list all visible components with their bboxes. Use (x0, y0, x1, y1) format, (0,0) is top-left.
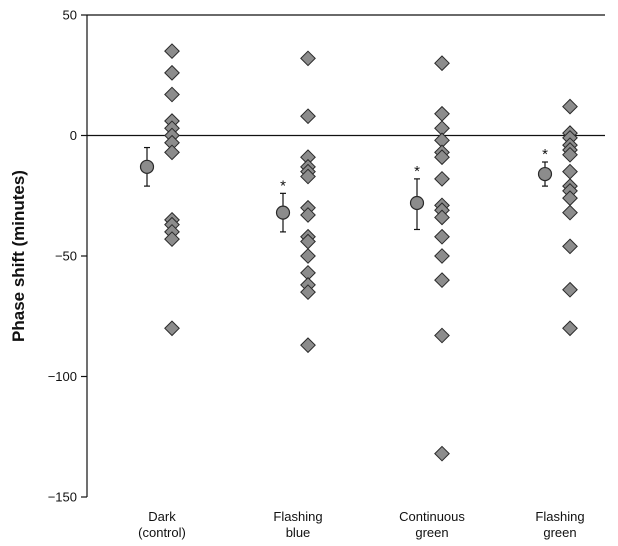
y-tick-label: 0 (70, 128, 77, 143)
significance-star: * (280, 177, 286, 194)
data-point-diamond (164, 320, 180, 337)
data-point-diamond (562, 238, 578, 255)
data-point-diamond (300, 207, 316, 223)
axes (86, 14, 605, 497)
data-point-diamond (434, 445, 450, 462)
x-category-label: Flashing (273, 509, 322, 524)
data-point-diamond (300, 108, 316, 125)
x-category-label: Continuous (399, 509, 465, 524)
mean-marker (537, 166, 553, 182)
data-point-diamond (434, 55, 450, 72)
mean-marker (139, 159, 155, 174)
y-ticks: 50 0 −50 −100 −150 (48, 8, 87, 505)
data-point-diamond (562, 204, 578, 221)
data-point-diamond (300, 248, 316, 264)
data-point-diamond (434, 272, 450, 289)
data-point-diamond (434, 248, 450, 264)
data-point-diamond (434, 327, 450, 344)
mean-marker (409, 195, 425, 211)
x-category-labels: Dark(control)FlashingblueContinuousgreen… (138, 509, 584, 540)
data-marks: * * * (139, 43, 578, 462)
data-point-diamond (300, 50, 316, 67)
data-point-diamond (562, 163, 578, 180)
y-tick-label: −150 (48, 490, 77, 505)
data-point-diamond (434, 209, 450, 226)
data-point-diamond (434, 228, 450, 245)
data-point-diamond (562, 146, 578, 163)
data-point-diamond (164, 43, 180, 60)
data-point-diamond (434, 170, 450, 187)
data-point-diamond (300, 168, 316, 185)
mean-marker (275, 205, 291, 220)
x-category-label: (control) (138, 525, 186, 540)
y-tick-label: −50 (55, 249, 77, 264)
significance-star: * (414, 163, 420, 180)
y-axis-title: Phase shift (minutes) (9, 170, 28, 342)
data-point-diamond (300, 337, 316, 354)
data-point-diamond (164, 86, 180, 103)
data-point-diamond (164, 231, 180, 248)
x-category-label: green (543, 525, 576, 540)
x-category-label: Flashing (535, 509, 584, 524)
data-point-diamond (562, 98, 578, 115)
x-category-label: green (415, 525, 448, 540)
y-tick-label: −100 (48, 369, 77, 384)
y-tick-label: 50 (63, 8, 77, 23)
data-point-diamond (434, 105, 450, 122)
data-point-diamond (164, 144, 180, 161)
x-category-label: Dark (148, 509, 176, 524)
data-point-diamond (562, 320, 578, 337)
x-category-label: blue (286, 525, 311, 540)
data-point-diamond (434, 149, 450, 166)
data-point-diamond (300, 284, 316, 301)
significance-star: * (542, 146, 548, 163)
data-point-diamond (562, 281, 578, 298)
data-point-diamond (164, 64, 180, 81)
